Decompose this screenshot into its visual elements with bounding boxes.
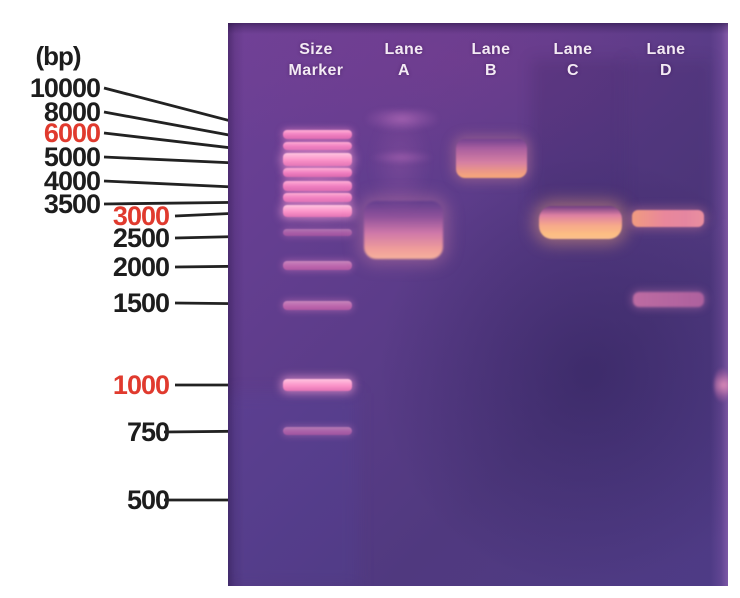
lane-header-lane-b-line1: Lane <box>471 41 511 58</box>
lane-header-lane-b: Lane B <box>446 39 536 81</box>
lane-header-lane-a: Lane A <box>359 39 449 81</box>
marker-band-8000 <box>283 142 352 150</box>
marker-label-4000: 4000 <box>43 166 101 196</box>
lane-header-lane-c-line2: C <box>567 62 579 79</box>
gel-bottom-left-glow <box>228 393 358 586</box>
lane-header-size-marker: Size Marker <box>271 39 361 81</box>
lane-a-band-smear <box>366 109 438 131</box>
lane-header-lane-a-line2: A <box>398 62 410 79</box>
lane-a-band-blob-a <box>364 201 443 259</box>
gel-right-edge-band-edge <box>714 368 728 402</box>
marker-label-8000: 8000 <box>43 97 101 127</box>
marker-band-6000 <box>283 152 352 166</box>
lane-header-lane-a-line1: Lane <box>384 41 424 58</box>
marker-band-3500 <box>283 192 352 202</box>
marker-band-2500 <box>283 228 352 236</box>
lane-b-band-band-b <box>456 139 527 178</box>
bp-unit-label: (bp) <box>35 41 81 71</box>
marker-label-2000: 2000 <box>112 252 170 282</box>
lane-header-lane-d: Lane D <box>621 39 711 81</box>
lane-c-band-band-c <box>539 206 622 239</box>
marker-label-500: 500 <box>126 485 170 515</box>
lane-a-band-smear2 <box>366 149 438 166</box>
marker-label-3500: 3500 <box>43 189 101 219</box>
marker-band-5000 <box>283 167 352 177</box>
lane-c-shadow-streak <box>531 59 625 209</box>
lane-d-band-band-d2 <box>633 292 704 307</box>
marker-label-3000: 3000 <box>112 201 170 231</box>
marker-label-2500: 2500 <box>112 223 170 253</box>
lane-header-lane-c: Lane C <box>528 39 618 81</box>
marker-band-2000 <box>283 260 352 270</box>
marker-band-1500 <box>283 300 352 310</box>
lane-d-shadow-streak <box>624 59 712 219</box>
marker-label-1500: 1500 <box>112 288 170 318</box>
marker-label-1000: 1000 <box>112 370 170 400</box>
lane-header-size-marker-line2: Marker <box>288 62 344 79</box>
marker-label-10000: 10000 <box>29 73 101 103</box>
marker-band-3000 <box>283 205 352 217</box>
marker-band-1000 <box>283 379 352 391</box>
lane-header-lane-d-line1: Lane <box>646 41 686 58</box>
lane-d-band-band-d <box>632 210 704 227</box>
lane-header-lane-c-line1: Lane <box>553 41 593 58</box>
marker-label-6000: 6000 <box>43 118 101 148</box>
marker-band-4000 <box>283 181 352 191</box>
marker-band-10000 <box>283 129 352 139</box>
marker-band-750 <box>283 427 352 435</box>
lane-header-lane-b-line2: B <box>485 62 497 79</box>
marker-label-5000: 5000 <box>43 142 101 172</box>
lane-header-size-marker-line1: Size <box>299 41 333 58</box>
gel-image: Size Marker Lane A Lane B Lane C Lane D <box>228 23 728 586</box>
lane-header-lane-d-line2: D <box>660 62 672 79</box>
marker-label-750: 750 <box>126 417 170 447</box>
